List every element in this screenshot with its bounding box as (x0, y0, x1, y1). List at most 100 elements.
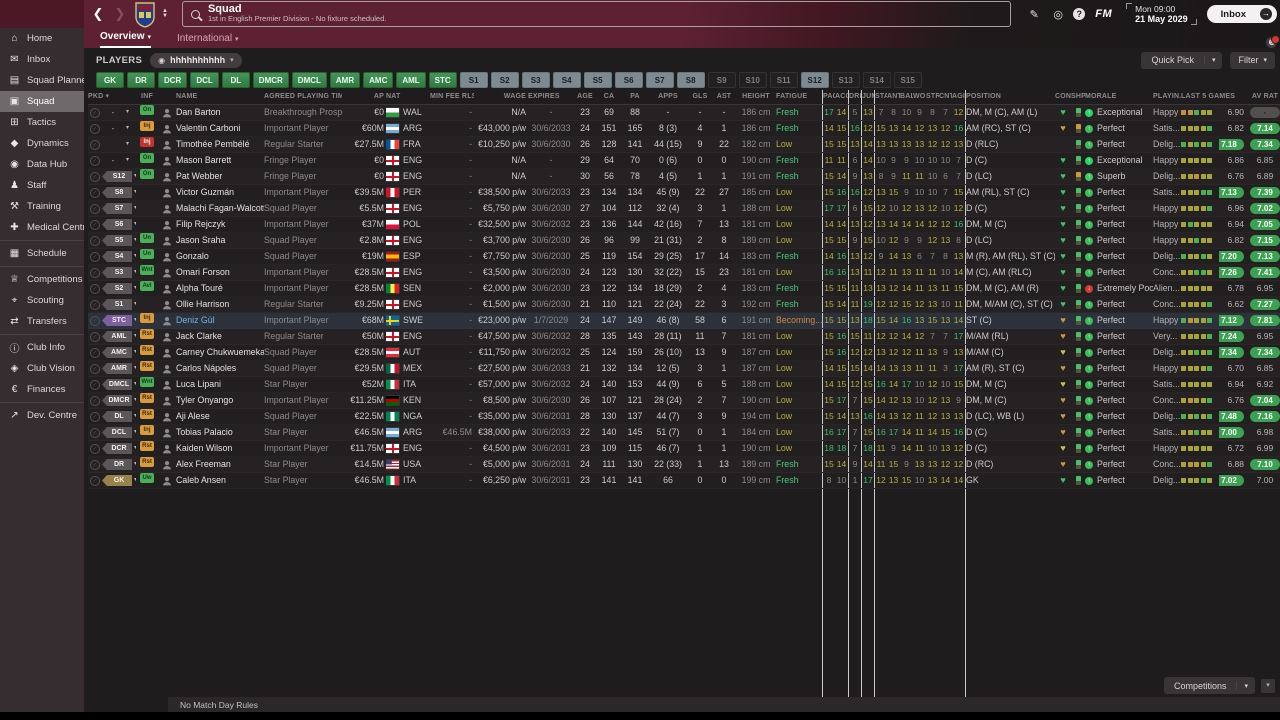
position-filter-s14[interactable]: S14 (862, 72, 891, 88)
position-filter-s7[interactable]: S7 (645, 72, 674, 88)
position-filter-s2[interactable]: S2 (490, 72, 519, 88)
pkd-cell[interactable]: ✓ DL ▾ (88, 409, 136, 424)
player-name[interactable]: Valentin Carboni (176, 123, 241, 133)
player-name[interactable]: Dan Barton (176, 107, 221, 117)
player-name[interactable]: Carlos Nápoles (176, 363, 237, 373)
table-row[interactable]: ✓ S5 ▾ Un Jason Sraha Squad Player €2.8M ENG - €3… (88, 233, 1280, 249)
table-row[interactable]: ✓ DR ▾ Rst Alex Freeman Star Player €14.5M USA -… (88, 457, 1280, 473)
pkd-cell[interactable]: ✓ - ▾ (88, 121, 136, 136)
position-filter-aml[interactable]: AML (396, 72, 426, 88)
position-filter-dl[interactable]: DL (221, 72, 250, 88)
position-filter-s4[interactable]: S4 (552, 72, 581, 88)
table-row[interactable]: ✓ DMCL ▾ Wnt Luca Lipani Star Player €52M ITA - €… (88, 377, 1280, 393)
back-button[interactable]: ❮ (92, 6, 104, 21)
pkd-cell[interactable]: ✓ S7 ▾ (88, 201, 136, 216)
player-name[interactable]: Alex Freeman (176, 459, 231, 469)
table-row[interactable]: ✓ S3 ▾ Wnt Omari Forson Important Player €28.5… (88, 265, 1280, 281)
panel-collapse-chevron[interactable]: ▾ (1261, 678, 1275, 693)
table-row[interactable]: ✓ AMR ▾ Rst Carlos Nápoles Squad Player €29.5M… (88, 361, 1280, 377)
position-filter-s6[interactable]: S6 (614, 72, 643, 88)
sidebar-item-training[interactable]: ⚒ Training (10, 201, 61, 212)
player-name[interactable]: Jason Sraha (176, 235, 226, 245)
position-filter-dmcr[interactable]: DMCR (252, 72, 289, 88)
pkd-cell[interactable]: ✓ STC ▾ (88, 313, 136, 328)
sidebar-item-home[interactable]: ⌂ Home (0, 28, 84, 49)
pkd-cell[interactable]: ✓ DMCR ▾ (88, 393, 136, 408)
pkd-cell[interactable]: ✓ S8 ▾ (88, 185, 136, 200)
table-row[interactable]: ✓ S2 ▾ Avl Alpha Touré Important Player €28.5M… (88, 281, 1280, 297)
pkd-cell[interactable]: ✓ GK ▾ (88, 473, 136, 488)
quick-pick-button[interactable]: Quick Pick ▾ (1141, 51, 1223, 69)
player-name[interactable]: Alpha Touré (176, 283, 223, 293)
table-row[interactable]: ✓ DMCR ▾ Rst Tyler Onyango Important Player €1… (88, 393, 1280, 409)
pkd-cell[interactable]: ✓ AMC ▾ (88, 345, 136, 360)
position-filter-dcr[interactable]: DCR (158, 72, 188, 88)
table-row[interactable]: ✓ S4 ▾ Un Gonzalo Squad Player €19M ESP - €7,750 … (88, 249, 1280, 265)
position-filter-s8[interactable]: S8 (676, 72, 705, 88)
table-row[interactable]: ✓ ▾ Inj Timothée Pembélé Regular Starter €27.… (88, 137, 1280, 153)
sidebar-item-dev-centre[interactable]: ↗ Dev. Centre (10, 410, 77, 421)
position-filter-amr[interactable]: AMR (329, 72, 361, 88)
pkd-cell[interactable]: ✓ DCR ▾ (88, 441, 136, 456)
sidebar-item-transfers[interactable]: ⇄ Transfers (10, 316, 67, 327)
help-icon[interactable]: ? (1073, 8, 1086, 20)
title-search-box[interactable]: Squad 1st in English Premier Division - … (181, 1, 1012, 27)
sidebar-item-medical-centre[interactable]: ✚ Medical Centre (10, 222, 91, 233)
table-row[interactable]: ✓ - ▾ On Mason Barrett Fringe Player €0 ENG - N/A… (88, 153, 1280, 169)
sidebar-item-competitions[interactable]: ♕ Competitions (10, 274, 83, 285)
pkd-cell[interactable]: ✓ S3 ▾ (88, 265, 136, 280)
sidebar-item-finances[interactable]: € Finances (0, 379, 84, 400)
pkd-cell[interactable]: ✓ - ▾ (88, 153, 136, 168)
table-row[interactable]: ✓ DL ▾ Rst Aji Alese Squad Player €22.5M NGA - €3… (88, 409, 1280, 425)
player-name[interactable]: Carney Chukwuemeka (176, 347, 264, 357)
club-switcher-stepper[interactable]: ▲ ▼ (162, 8, 168, 19)
sidebar-item-club-info[interactable]: ⓘ Club Info (9, 342, 66, 355)
position-filter-dr[interactable]: DR (127, 72, 155, 88)
table-row[interactable]: ✓ S8 ▾ Victor Guzmán Important Player €39.5M P… (88, 185, 1280, 201)
pkd-cell[interactable]: ✓ S5 ▾ (88, 233, 136, 248)
table-row[interactable]: ✓ - ▾ Inj Valentin Carboni Important Player €6… (88, 121, 1280, 137)
player-name[interactable]: Tobias Palacio (176, 427, 233, 437)
player-name[interactable]: Luca Lipani (176, 379, 221, 389)
position-filter-s1[interactable]: S1 (459, 72, 488, 88)
pkd-cell[interactable]: ✓ ▾ (88, 137, 136, 152)
sidebar-item-data-hub[interactable]: ◉ Data Hub (10, 159, 68, 170)
view-filter-chip[interactable]: ◉ hhhhhhhhhh ▾ (150, 52, 242, 68)
edit-pencil-icon[interactable]: ✎ (1029, 8, 1039, 21)
filter-button[interactable]: Filter ▾ (1230, 51, 1275, 69)
position-filter-amc[interactable]: AMC (363, 72, 394, 88)
player-name[interactable]: Filip Rejczyk (176, 219, 226, 229)
pkd-cell[interactable]: ✓ DR ▾ (88, 457, 136, 472)
player-name[interactable]: Omari Forson (176, 267, 230, 277)
world-icon[interactable]: ◎ (1053, 8, 1064, 21)
club-crest[interactable] (134, 1, 156, 28)
sidebar-item-club-vision[interactable]: ◈ Club Vision (10, 363, 75, 374)
sidebar-item-tactics[interactable]: ⊞ Tactics (10, 117, 57, 128)
position-filter-s10[interactable]: S10 (738, 72, 767, 88)
position-filter-s12[interactable]: S12 (800, 72, 829, 88)
pkd-cell[interactable]: ✓ S6 ▾ (88, 217, 136, 232)
player-name[interactable]: Gonzalo (176, 251, 209, 261)
pkd-cell[interactable]: ✓ AMR ▾ (88, 361, 136, 376)
tab-international[interactable]: International ▾ (177, 33, 239, 44)
sidebar-item-dynamics[interactable]: ◆ Dynamics (10, 138, 69, 149)
forward-button[interactable]: ❯ (114, 6, 126, 21)
position-filter-s13[interactable]: S13 (831, 72, 860, 88)
position-filter-dmcl[interactable]: DMCL (291, 72, 327, 88)
pkd-cell[interactable]: ✓ S12 ▾ (88, 169, 136, 184)
competitions-dropdown[interactable]: Competitions ▾ (1163, 677, 1255, 694)
player-name[interactable]: Victor Guzmán (176, 187, 235, 197)
player-name[interactable]: Pat Webber (176, 171, 223, 181)
pkd-cell[interactable]: ✓ DMCL ▾ (88, 377, 136, 392)
position-filter-s9[interactable]: S9 (707, 72, 736, 88)
pkd-cell[interactable]: ✓ S1 ▾ (88, 297, 136, 312)
position-filter-stc[interactable]: STC (428, 72, 457, 88)
table-row[interactable]: ✓ AML ▾ Rst Jack Clarke Regular Starter €50M EN… (88, 329, 1280, 345)
table-row[interactable]: ✓ S12 ▾ On Pat Webber Fringe Player €0 ENG - N/A -… (88, 169, 1280, 185)
sidebar-item-schedule[interactable]: ▦ Schedule (9, 248, 67, 259)
table-row[interactable]: ✓ DCL ▾ Inj Tobias Palacio Star Player €46.5M A… (88, 425, 1280, 441)
player-name[interactable]: Caleb Ansen (176, 475, 226, 485)
player-name[interactable]: Timothée Pembélé (176, 139, 250, 149)
table-row[interactable]: ✓ S7 ▾ Malachi Fagan-Walcott Squad Player €5.… (88, 201, 1280, 217)
